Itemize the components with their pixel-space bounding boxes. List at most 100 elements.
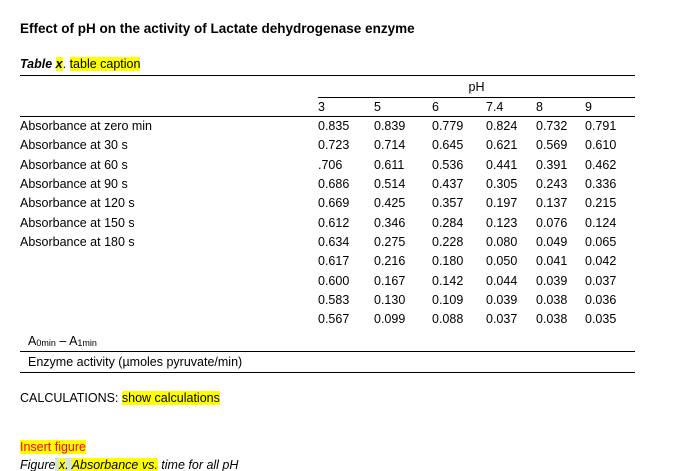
cell-value: 0.039 <box>536 273 568 288</box>
insert-figure-placeholder[interactable]: Insert figure <box>20 440 87 455</box>
table-row: 0.583 0.130 0.109 0.039 0.038 0.036 <box>20 290 635 309</box>
cell-value: 0.039 <box>486 292 518 307</box>
table-row: Absorbance at 30 s 0.723 0.714 0.645 0.621 0.… <box>20 136 635 155</box>
cell-value: 0.137 <box>536 196 568 211</box>
cell-value: 0.600 <box>318 273 350 288</box>
table-row: 0.600 0.167 0.142 0.044 0.039 0.037 <box>20 271 635 290</box>
cell-value: 0.065 <box>585 234 617 249</box>
cell-value: 0.617 <box>318 254 350 269</box>
cell-value: 0.044 <box>486 273 518 288</box>
cell-value: 0.197 <box>486 196 518 211</box>
cell-value: 0.049 <box>536 234 568 249</box>
column-header: 5 <box>374 97 432 117</box>
cell-value: 0.130 <box>374 292 406 307</box>
cell-value: 0.583 <box>318 292 350 307</box>
cell-value: 0.346 <box>374 215 406 230</box>
table-row: Absorbance at 60 s .706 0.611 0.536 0.441 0.3… <box>20 155 635 174</box>
row-label: Absorbance at zero min <box>20 119 153 134</box>
activity-label-cell: Enzyme activity (µmoles pyruvate/min) <box>20 351 636 374</box>
table-row: Absorbance at 150 s 0.612 0.346 0.284 0.123 0… <box>20 213 635 232</box>
cell-value: 0.569 <box>536 138 568 153</box>
column-header: 8 <box>536 97 585 117</box>
cell-value: 0.037 <box>585 273 617 288</box>
figure-caption-space-highlight <box>55 458 59 471</box>
row-label: Absorbance at 90 s <box>20 177 128 192</box>
figure-caption-text-placeholder[interactable]: Absorbance vs. <box>71 458 158 471</box>
cell-value: 0.611 <box>374 157 405 172</box>
delta-label-cell: A0min – A1min <box>20 328 636 353</box>
table-row: Absorbance at zero min 0.835 0.839 0.779 0.8… <box>20 117 635 136</box>
table-caption-prefix: Table <box>20 57 56 71</box>
cell-value: 0.109 <box>432 292 464 307</box>
cell-value: 0.391 <box>536 157 568 172</box>
cell-value: 0.036 <box>585 292 617 307</box>
delta-a1: A <box>69 334 78 349</box>
cell-value: 0.037 <box>486 312 518 327</box>
figure-caption-rest: time for all pH <box>157 458 239 471</box>
cell-value: 0.275 <box>374 234 406 249</box>
table-row: Absorbance at 180 s 0.634 0.275 0.228 0.080 0… <box>20 232 635 251</box>
cell-value: 0.050 <box>486 254 518 269</box>
figure-caption-number-placeholder[interactable]: x <box>58 458 66 471</box>
cell-value: 0.567 <box>318 312 350 327</box>
ph-group-spacer-cell <box>20 76 318 98</box>
cell-value: 0.779 <box>432 119 464 134</box>
cell-value: 0.305 <box>486 177 518 192</box>
column-header: 9 <box>585 97 636 117</box>
ph-group-row: pH <box>20 75 636 98</box>
cell-value: 0.099 <box>374 312 406 327</box>
cell-value: 0.835 <box>318 119 350 134</box>
cell-value: 0.612 <box>318 215 350 230</box>
cell-value: 0.228 <box>432 234 464 249</box>
cell-value: 0.215 <box>585 196 617 211</box>
row-label: Absorbance at 180 s <box>20 234 135 249</box>
row-label <box>20 271 318 290</box>
cell-value: 0.425 <box>374 196 406 211</box>
cell-value: 0.634 <box>318 234 350 249</box>
figure-caption-period-highlight: . <box>65 458 72 471</box>
table-row: 0.567 0.099 0.088 0.037 0.038 0.035 <box>20 309 635 328</box>
row-label <box>20 290 318 309</box>
cell-value: 0.123 <box>486 215 518 230</box>
activity-row: Enzyme activity (µmoles pyruvate/min) <box>20 351 636 374</box>
table-row: Absorbance at 90 s 0.686 0.514 0.437 0.305 0.… <box>20 174 635 193</box>
delta-row: A0min – A1min <box>20 328 636 353</box>
cell-value: 0.621 <box>486 138 518 153</box>
column-header: 3 <box>318 97 374 117</box>
cell-value: 0.167 <box>374 273 406 288</box>
document-title: Effect of pH on the activity of Lactate … <box>20 21 415 36</box>
calculations-placeholder[interactable]: show calculations <box>121 391 220 406</box>
ph-values-spacer-cell <box>20 97 318 117</box>
table-caption-number-placeholder[interactable]: x <box>55 57 63 71</box>
cell-value: 0.124 <box>585 215 617 230</box>
cell-value: 0.357 <box>432 196 464 211</box>
row-label: Absorbance at 30 s <box>20 138 128 153</box>
row-label: Absorbance at 150 s <box>20 215 135 230</box>
absorbance-table: pH 3 5 6 7.4 8 9 Absorbance at zero min 0.835 0… <box>20 75 636 374</box>
cell-value: .706 <box>318 157 343 172</box>
cell-value: 0.042 <box>585 254 617 269</box>
cell-value: 0.035 <box>585 312 617 327</box>
cell-value: 0.243 <box>536 177 568 192</box>
cell-value: 0.791 <box>585 119 617 134</box>
cell-value: 0.180 <box>432 254 464 269</box>
delta-sub1: 1min <box>77 338 97 349</box>
table-caption: Table x. table caption <box>20 56 684 72</box>
document-page: Effect of pH on the activity of Lactate … <box>0 21 684 471</box>
cell-value: 0.536 <box>432 157 464 172</box>
delta-a0: A <box>28 334 37 349</box>
cell-value: 0.041 <box>536 254 568 269</box>
row-label <box>20 309 318 328</box>
table-caption-text-placeholder[interactable]: table caption <box>69 57 141 71</box>
delta-dash: – <box>55 334 70 349</box>
cell-value: 0.669 <box>318 196 350 211</box>
cell-value: 0.839 <box>374 119 406 134</box>
cell-value: 0.284 <box>432 215 464 230</box>
cell-value: 0.336 <box>585 177 617 192</box>
calculations-label: CALCULATIONS: <box>20 391 122 406</box>
cell-value: 0.714 <box>374 138 406 153</box>
cell-value: 0.088 <box>432 312 464 327</box>
delta-sub0: 0min <box>36 338 56 349</box>
cell-value: 0.437 <box>432 177 464 192</box>
row-label: Absorbance at 60 s <box>20 157 128 172</box>
